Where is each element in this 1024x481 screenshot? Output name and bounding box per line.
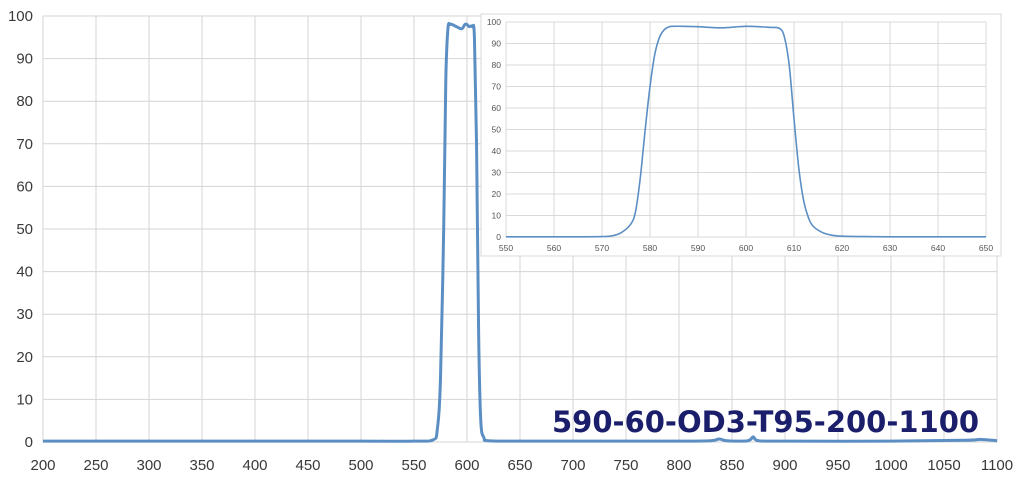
- main-x-tick-label: 450: [295, 457, 320, 474]
- main-x-tick-label: 400: [242, 457, 267, 474]
- inset-series-group: [505, 25, 986, 238]
- inset-background: [480, 13, 1002, 257]
- inset-x-tick-label: 640: [931, 243, 945, 253]
- main-x-tick-label: 750: [613, 457, 638, 474]
- main-x-tick-label: 600: [454, 457, 479, 474]
- main-transmission-curve: [43, 21, 998, 443]
- inset-x-tick-label: 620: [835, 243, 849, 253]
- main-x-tick-label: 300: [136, 457, 161, 474]
- main-series-group: [43, 21, 998, 443]
- inset-y-tick-labels: 0 10 20 30 40 50 60 70 80 90 100: [487, 17, 501, 242]
- main-x-tick-label: 950: [825, 457, 850, 474]
- inset-y-tick-label: 90: [492, 39, 502, 49]
- main-y-tick-label: 20: [16, 349, 33, 366]
- inset-y-tick-label: 30: [492, 168, 502, 178]
- main-x-tick-label: 200: [30, 457, 55, 474]
- inset-x-tick-label: 560: [547, 243, 561, 253]
- inset-y-tick-label: 20: [492, 189, 502, 199]
- main-y-tick-label: 70: [16, 136, 33, 153]
- inset-x-tick-label: 590: [691, 243, 705, 253]
- main-x-tick-label: 1000: [874, 457, 907, 474]
- main-x-tick-label: 800: [666, 457, 691, 474]
- main-x-tick-label: 550: [401, 457, 426, 474]
- main-x-tick-label: 1050: [927, 457, 960, 474]
- inset-x-tick-labels: 550 560 570 580 590 600 610 620 630 640 650: [499, 243, 993, 253]
- main-x-tick-label: 350: [189, 457, 214, 474]
- main-y-tick-label: 10: [16, 391, 33, 408]
- inset-y-tick-label: 50: [492, 125, 502, 135]
- main-x-tick-label: 500: [348, 457, 373, 474]
- inset-x-tick-label: 550: [499, 243, 513, 253]
- main-x-tick-label: 700: [560, 457, 585, 474]
- inset-y-tick-label: 80: [492, 60, 502, 70]
- inset-y-tick-label: 70: [492, 82, 502, 92]
- inset-grid: [505, 21, 987, 238]
- main-x-tick-label: 900: [772, 457, 797, 474]
- main-y-tick-label: 100: [8, 8, 33, 25]
- inset-y-tick-label: 10: [492, 211, 502, 221]
- main-y-tick-labels: 0 10 20 30 40 50 60 70 80 90 100: [8, 8, 33, 451]
- inset-x-tick-label: 570: [595, 243, 609, 253]
- main-y-tick-label: 40: [16, 264, 33, 281]
- inset-y-tick-label: 60: [492, 103, 502, 113]
- inset-chart: 0 10 20 30 40 50 60 70 80 90 100 550 560 570 580 590 60…: [480, 13, 1002, 257]
- inset-x-tick-label: 600: [739, 243, 753, 253]
- main-x-tick-label: 850: [719, 457, 744, 474]
- inset-x-tick-label: 610: [787, 243, 801, 253]
- inset-transmission-curve: [505, 25, 986, 238]
- inset-x-tick-label: 580: [643, 243, 657, 253]
- main-y-tick-label: 50: [16, 221, 33, 238]
- main-y-tick-label: 90: [16, 51, 33, 68]
- main-y-tick-label: 30: [16, 306, 33, 323]
- main-x-tick-label: 1100: [981, 457, 1013, 474]
- main-y-tick-label: 0: [25, 434, 33, 451]
- filter-part-number-annotation: 590-60-OD3-T95-200-1100: [552, 405, 979, 439]
- main-x-tick-label: 250: [83, 457, 108, 474]
- main-x-tick-label: 650: [507, 457, 532, 474]
- main-x-tick-labels: 200 250 300 350 400 450 500 550 600 650 700 750 800 8…: [30, 457, 1013, 474]
- inset-y-tick-label: 0: [496, 232, 501, 242]
- inset-y-tick-label: 40: [492, 146, 502, 156]
- inset-y-tick-label: 100: [487, 17, 501, 27]
- main-y-tick-label: 60: [16, 178, 33, 195]
- inset-x-tick-label: 630: [883, 243, 897, 253]
- inset-x-tick-label: 650: [979, 243, 993, 253]
- main-y-tick-label: 80: [16, 93, 33, 110]
